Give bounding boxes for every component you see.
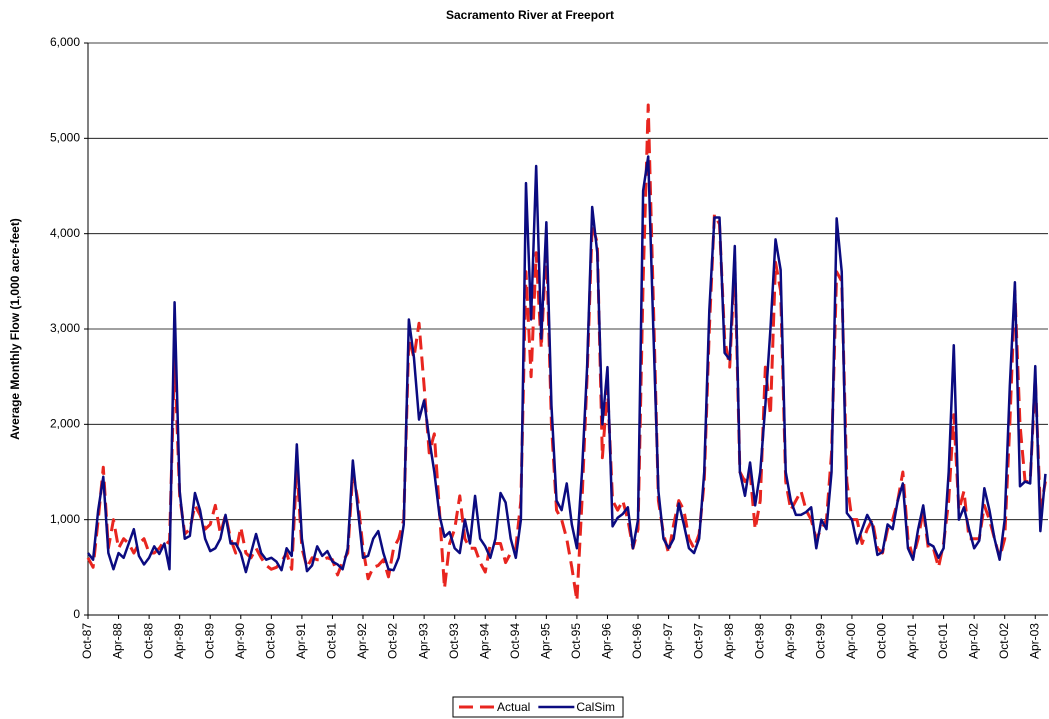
x-tick-label: Oct-02 <box>997 623 1011 659</box>
x-tick-label: Apr-95 <box>539 623 553 659</box>
x-tick-label: Oct-94 <box>508 623 522 659</box>
x-tick-label: Oct-89 <box>202 623 216 659</box>
y-tick-label: 6,000 <box>50 35 80 49</box>
x-tick-label: Apr-93 <box>416 623 430 659</box>
x-tick-label: Oct-97 <box>691 623 705 659</box>
data-line <box>86 103 1047 603</box>
legend-label: Actual <box>497 700 530 714</box>
legend-box <box>452 696 624 718</box>
y-tick-label: 5,000 <box>50 131 80 145</box>
x-tick-label: Oct-93 <box>447 623 461 659</box>
y-tick-label: 2,000 <box>50 417 80 431</box>
x-tick-label: Oct-99 <box>814 623 828 659</box>
x-tick-label: Oct-90 <box>264 623 278 659</box>
x-tick-label: Oct-91 <box>325 623 339 659</box>
legend: Actual CalSim <box>452 696 624 718</box>
x-tick-label: Apr-98 <box>722 623 736 659</box>
y-tick-label: 1,000 <box>50 512 80 526</box>
x-tick-label: Apr-00 <box>844 623 858 659</box>
x-tick-label: Oct-00 <box>875 623 889 659</box>
x-tick-label: Oct-92 <box>386 623 400 659</box>
x-tick-label: Apr-94 <box>477 623 491 659</box>
y-tick-label: 3,000 <box>50 321 80 335</box>
x-tick-label: Apr-91 <box>294 623 308 659</box>
x-tick-label: Apr-97 <box>661 623 675 659</box>
x-tick-label: Oct-95 <box>569 623 583 659</box>
x-tick-label: Oct-98 <box>752 623 766 659</box>
x-tick-label: Apr-92 <box>355 623 369 659</box>
x-tick-label: Oct-88 <box>141 623 155 659</box>
x-tick-label: Oct-87 <box>80 623 94 659</box>
x-tick-label: Apr-96 <box>600 623 614 659</box>
legend-label: CalSim <box>576 700 615 714</box>
chart-title: Sacramento River at Freeport <box>446 8 614 22</box>
data-line <box>87 155 1047 574</box>
x-tick-label: Apr-99 <box>783 623 797 659</box>
x-tick-label: Apr-90 <box>233 623 247 659</box>
x-tick-label: Apr-89 <box>172 623 186 659</box>
y-axis-label: Average Monthly Flow (1,000 acre-feet) <box>8 218 22 440</box>
x-tick-label: Apr-02 <box>966 623 980 659</box>
x-tick-label: Apr-01 <box>905 623 919 659</box>
x-tick-label: Oct-01 <box>936 623 950 659</box>
y-tick-label: 0 <box>73 607 80 621</box>
y-tick-label: 4,000 <box>50 226 80 240</box>
x-tick-label: Apr-03 <box>1027 623 1041 659</box>
x-tick-label: Apr-88 <box>111 623 125 659</box>
x-tick-label: Oct-96 <box>630 623 644 659</box>
